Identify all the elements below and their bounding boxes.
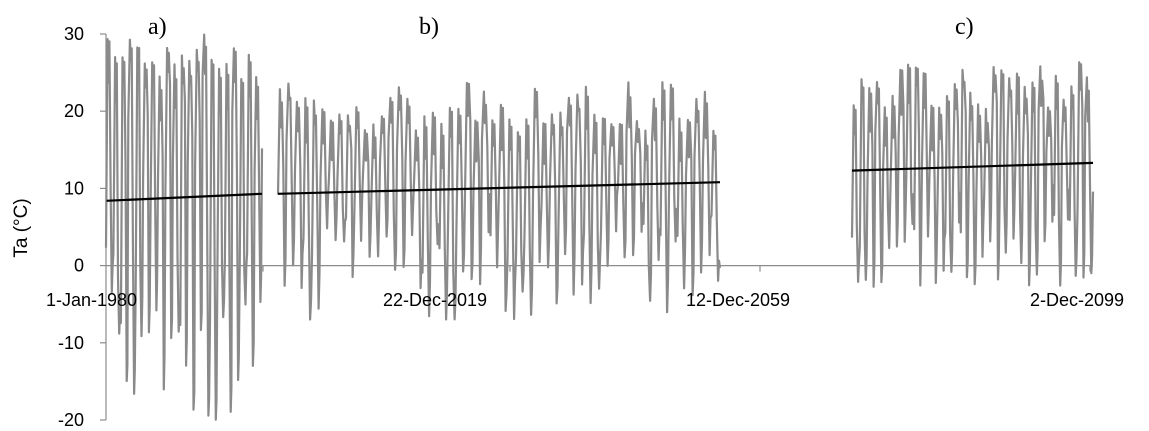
x-tick-label: 22-Dec-2019 [383,290,487,310]
y-axis-title: Ta (°C) [11,198,32,257]
panel-label-c: c) [955,14,974,40]
y-tick-label: 30 [64,24,84,44]
trend-line-panel-b [277,181,721,195]
trend-line-panel-c [851,161,1094,172]
series-line-panel-a [104,33,264,421]
trend-line-panel-a [105,192,263,202]
x-tick-label: 12-Dec-2059 [686,290,790,310]
panel-label-a: a) [148,14,167,40]
y-tick-label: -10 [58,333,84,353]
y-tick-label: 20 [64,101,84,121]
trend-layer [105,161,1094,202]
series-layer [104,33,1095,421]
y-tick-label: -20 [58,410,84,430]
series-line-panel-c [850,61,1095,288]
axis-layer [100,33,1093,421]
x-tick-label: 2-Dec-2099 [1030,290,1124,310]
y-tick-label: 10 [64,178,84,198]
x-tick-label: 1-Jan-1980 [46,290,137,310]
panel-label-b: b) [419,14,439,40]
series-line-panel-b [276,81,722,321]
label-layer: -20 -10 0 10 20 30 1-Jan-1980 22-Dec-2019 12-Dec… [11,14,1124,430]
y-tick-label: 0 [74,256,84,276]
